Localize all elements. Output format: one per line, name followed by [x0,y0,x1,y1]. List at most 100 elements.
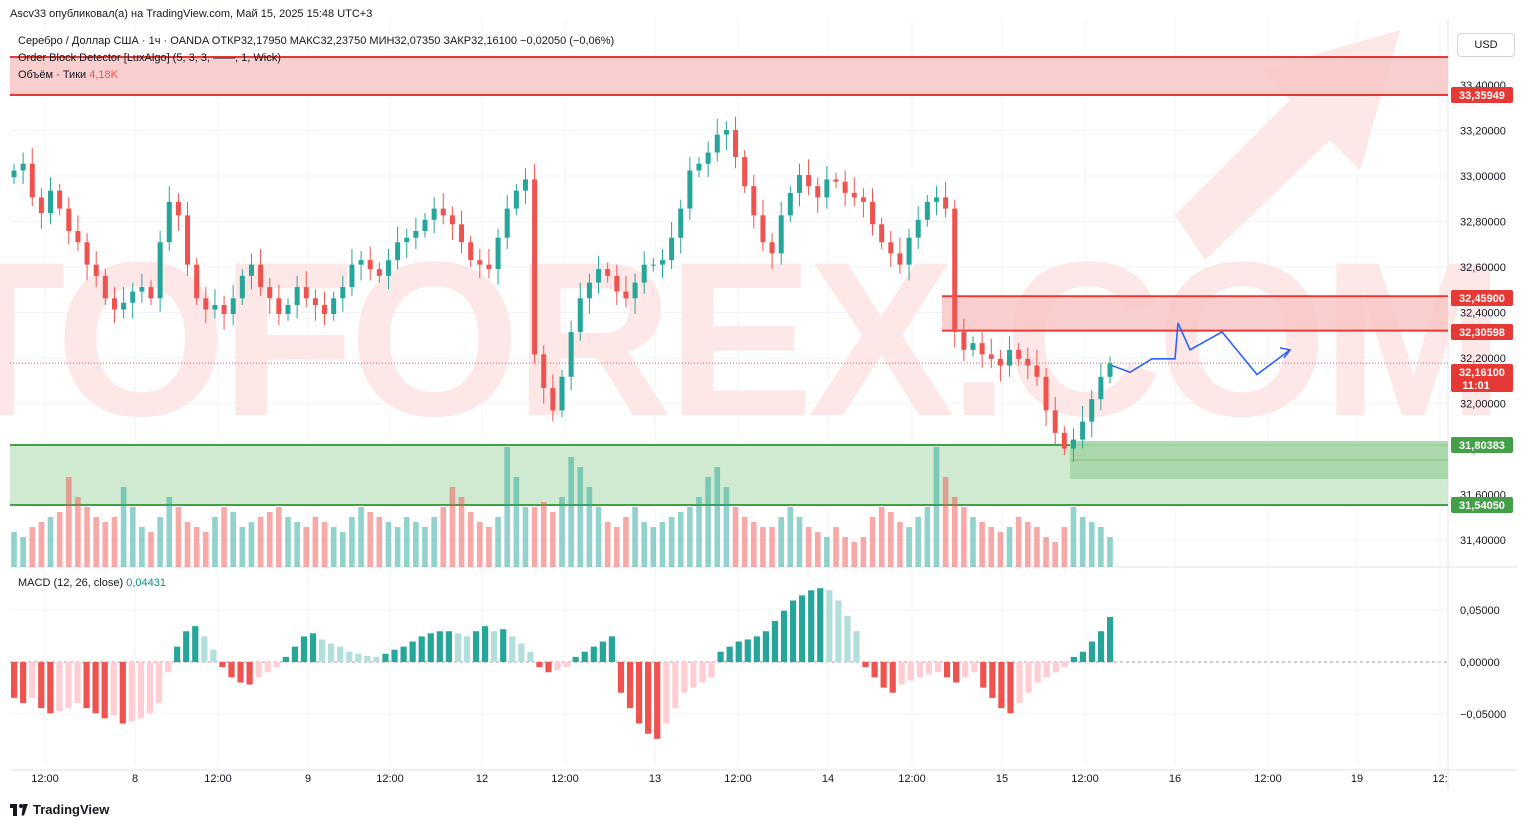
macd-bar [599,641,606,662]
candle-body [952,208,958,332]
time-tick-label: 12:00 [204,773,232,785]
volume-bar [495,517,501,567]
price-label-green: 31,54050 [1451,497,1513,513]
volume-bar [321,522,328,567]
macd-bar [862,662,869,668]
candle-body [943,197,949,209]
candle-body [1007,349,1013,366]
volume-bar [888,512,894,567]
volume-bar [248,522,255,567]
bearish-zone-mid [942,296,1448,331]
candle-body [723,130,729,135]
candle-body [358,260,364,265]
volume-bar [102,522,109,567]
macd-bar [672,662,679,709]
macd-bar [491,631,498,662]
volume-bar [933,447,940,567]
macd-bar [355,653,362,662]
candle-body [1034,365,1040,377]
volume-bar [677,512,684,567]
macd-bar [472,631,480,662]
candle-body [696,163,702,171]
volume-bar [1061,527,1068,567]
macd-bar [436,631,443,662]
macd-bar [871,662,878,678]
candle-body [577,298,583,332]
volume-legend[interactable]: Объём · Тики 4,18K [18,69,118,81]
price-tick-label: 31,40000 [1460,535,1506,547]
volume-bar [75,497,81,567]
macd-bar [300,636,308,662]
macd-bar [192,626,199,662]
symbol-legend[interactable]: Серебро / Доллар США · 1ч · OANDA ОТКР32… [18,35,614,47]
candle-body [1107,363,1113,377]
time-tick-label: 12:00 [376,773,404,785]
macd-bar [934,662,942,673]
macd-bar [228,662,235,678]
volume-bar [212,517,218,567]
candle-body [38,197,44,214]
volume-bar [805,527,812,567]
candle-body [459,224,465,243]
volume-bar [47,517,54,567]
candle-body [294,287,300,306]
attribution: Ascv33 опубликовал(а) на TradingView.com… [10,8,373,20]
macd-bar [418,636,425,662]
candle-body [121,302,127,310]
volume-bar [595,507,602,567]
macd-legend[interactable]: MACD (12, 26, close) 0,04431 [18,577,166,589]
price-label-box [1451,497,1513,513]
macd-label: MACD (12, 26, close) [18,577,124,589]
forecast-arrowhead [1279,347,1292,359]
macd-bar [445,631,452,662]
candle-body [413,231,419,238]
volume-bar [349,517,355,567]
macd-bar [11,662,18,698]
macd-tick-label: −0,05000 [1460,709,1506,721]
forecast-line [1111,322,1292,376]
macd-bar [1034,662,1041,683]
volume-bar [696,497,702,567]
macd-bar [572,656,579,662]
macd-tick-label: 0,05000 [1460,605,1500,617]
indicator-legend[interactable]: Order Block Detector [LuxAlgo] (5, 3, 3,… [18,52,281,64]
macd-bar [1097,631,1105,662]
currency-selector[interactable]: USD [1457,33,1515,57]
candle-body [130,291,136,303]
volume-bar [175,507,182,567]
volume-bar [860,537,867,567]
volume-bar [303,527,310,567]
candle-body [340,287,346,299]
time-tick-label: 12:00 [1254,773,1282,785]
candle-body [20,163,26,171]
volume-bar [540,502,547,567]
candles [10,116,1448,462]
volume-bar [897,522,903,567]
symbol-name[interactable]: Серебро / Доллар США · 1ч · OANDA [18,35,209,47]
candle-body [504,208,510,238]
volume-bar [84,507,90,567]
volume-bar [120,487,127,567]
price-label-box [1451,290,1513,306]
volume-bar [203,532,209,567]
volume-bar [157,517,163,567]
volume-bar [878,507,885,567]
macd-bar [817,588,824,662]
candle-body [1025,358,1031,366]
macd-bar [400,646,407,662]
macd-bar [608,636,616,662]
macd-bar [38,662,45,709]
candle-body [84,242,90,265]
candle-body [550,387,556,411]
macd-bar [971,662,978,673]
volume-bar [833,527,839,567]
volume-bar [1025,522,1031,567]
volume-bar [824,537,830,567]
candle-body [486,264,492,270]
time-tick-label: 12:00 [898,773,926,785]
time-tick-label: 14 [822,773,834,785]
macd-bar [174,646,181,662]
footer-text: TradingView [33,802,110,817]
volume-bar [20,537,26,567]
